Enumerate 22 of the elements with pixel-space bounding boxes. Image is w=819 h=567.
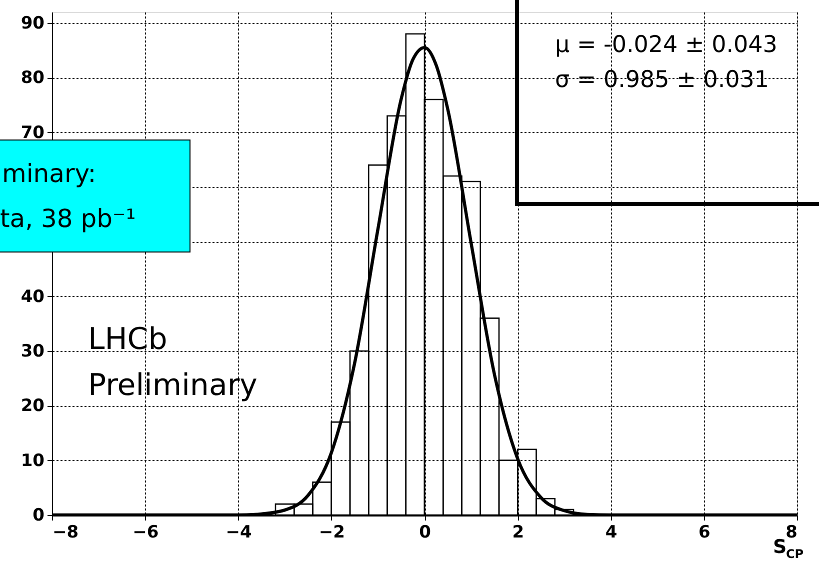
- x-tick-label: 8: [786, 522, 798, 542]
- x-tick-label: 4: [605, 522, 618, 542]
- x-tick-label: −6: [132, 522, 159, 542]
- x-tick-label: −2: [318, 522, 345, 542]
- y-tick-label: 80: [20, 68, 45, 88]
- annotation: minary:: [2, 159, 96, 188]
- y-tick-label: 20: [20, 396, 45, 416]
- y-tick-label: 90: [20, 13, 45, 34]
- annotation: ta, 38 pb⁻¹: [0, 204, 136, 233]
- annotation: μ = -0.024 ± 0.043: [555, 32, 778, 58]
- x-tick-label: −4: [226, 522, 252, 542]
- x-tick-label: 0: [419, 522, 432, 542]
- x-tick-label: 2: [512, 522, 524, 542]
- x-tick-label: −8: [52, 522, 79, 542]
- y-tick-label: 10: [20, 450, 45, 471]
- y-tick-label: 0: [32, 506, 45, 526]
- annotation: Preliminary: [88, 368, 258, 403]
- y-tick-label: 40: [20, 286, 45, 307]
- x-tick-label: 6: [698, 522, 710, 542]
- y-tick-label: 30: [20, 341, 45, 362]
- annotation: LHCb: [88, 322, 168, 357]
- y-tick-label: 70: [20, 122, 45, 143]
